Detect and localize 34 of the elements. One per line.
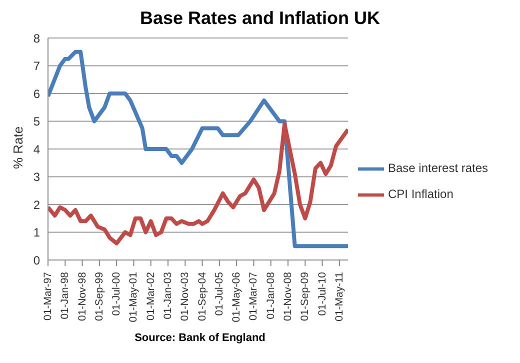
line-series — [48, 122, 348, 246]
line-series — [48, 50, 348, 248]
y-tick-label: 0 — [33, 253, 40, 268]
x-tick-label: 01-Sep-09 — [299, 272, 312, 322]
x-tick-label: 01-Jul-00 — [110, 272, 123, 316]
x-tick-label: 01-Jan-98 — [59, 272, 72, 320]
y-tick-label: 3 — [33, 170, 40, 184]
y-axis-title: % Rate — [10, 126, 26, 169]
x-tick-label: 01-Jan-03 — [162, 272, 174, 320]
x-tick-label: 01-May-06 — [230, 272, 243, 322]
y-tick-label: 8 — [33, 31, 40, 46]
legend-label: Base interest rates — [388, 161, 488, 176]
x-tick-label: 01-Nov-08 — [282, 272, 294, 322]
chart-title: Base Rates and Inflation UK — [138, 8, 382, 30]
x-tick-label: 01-Nov-03 — [179, 272, 192, 322]
x-tick-label: 01-Mar-07 — [248, 272, 260, 320]
x-tick-label: 01-Mar-02 — [144, 272, 157, 320]
source-note: Source: Bank of England — [134, 332, 266, 344]
x-tick-label: 01-Jul-05 — [213, 272, 226, 316]
x-tick-label: 01-Sep-99 — [93, 272, 106, 322]
y-tick-label: 1 — [33, 226, 40, 240]
x-tick-label: 01-May-01 — [128, 272, 140, 322]
y-tick-label: 4 — [33, 142, 40, 156]
y-tick-label: 2 — [33, 198, 40, 212]
y-tick-label: 6 — [33, 86, 40, 101]
x-tick-label: 01-Sep-04 — [196, 272, 208, 322]
x-tick-label: 01-Jan-08 — [264, 272, 277, 320]
x-tick-label: 01-Jul-10 — [316, 272, 328, 316]
y-tick-label: 7 — [33, 59, 40, 74]
x-tick-label: 01-Nov-98 — [76, 272, 88, 322]
x-tick-label: 01-May-11 — [333, 272, 346, 322]
x-tick-label: 01-Mar-97 — [42, 272, 54, 320]
y-tick-label: 5 — [33, 114, 40, 129]
legend-label: CPI Inflation — [388, 187, 454, 202]
